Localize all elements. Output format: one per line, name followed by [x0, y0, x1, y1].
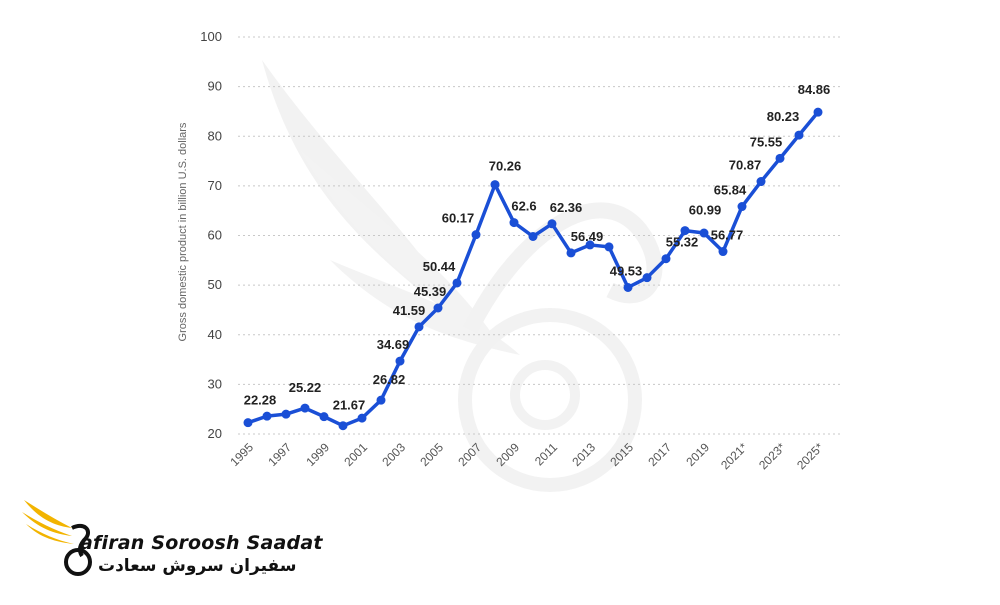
data-point — [661, 254, 671, 264]
y-tick-label: 50 — [208, 277, 222, 292]
data-label: 70.87 — [729, 158, 762, 173]
y-axis-label: Gross domestic product in billion U.S. d… — [177, 122, 189, 341]
data-point — [376, 395, 386, 405]
x-tick-label: 2003 — [379, 440, 408, 469]
y-tick-label: 60 — [208, 228, 222, 243]
x-tick-label: 1995 — [227, 440, 256, 469]
y-tick-label: 20 — [208, 426, 222, 441]
watermark-logo — [262, 60, 663, 492]
data-point — [357, 413, 367, 423]
data-point — [319, 412, 329, 422]
data-point — [300, 403, 310, 413]
x-tick-label: 2015 — [607, 440, 636, 469]
x-tick-label: 1997 — [265, 440, 294, 469]
data-label: 56.49 — [571, 229, 604, 244]
data-label: 60.99 — [689, 203, 722, 218]
data-point — [699, 228, 709, 238]
x-tick-label: 2021* — [718, 440, 750, 472]
wing-logo-icon — [22, 500, 92, 576]
y-tick-label: 40 — [208, 327, 222, 342]
data-point — [433, 303, 443, 313]
data-label: 56.77 — [711, 228, 744, 243]
brand-name-persian: سفیران سروش سعادت — [98, 556, 297, 576]
brand-name-english: afiran Soroosh Saadat — [80, 532, 323, 554]
data-point — [813, 107, 823, 117]
data-point — [262, 411, 272, 421]
data-label: 65.84 — [714, 183, 747, 198]
data-label: 49.53 — [610, 263, 643, 278]
data-label: 26.82 — [373, 372, 406, 387]
data-point — [566, 248, 576, 258]
data-label: 25.22 — [289, 380, 322, 395]
x-tick-label: 2019 — [683, 440, 712, 469]
data-point — [509, 218, 519, 228]
x-tick-label: 2005 — [417, 440, 446, 469]
x-tick-label: 2001 — [341, 440, 370, 469]
data-point — [547, 219, 557, 229]
data-label: 41.59 — [393, 303, 426, 318]
data-label: 70.26 — [489, 159, 522, 174]
data-label: 45.39 — [414, 284, 447, 299]
data-point — [623, 282, 633, 292]
data-label: 60.17 — [442, 211, 475, 226]
y-tick-label: 90 — [208, 79, 222, 94]
data-label: 62.6 — [511, 199, 536, 214]
data-label: 75.55 — [750, 134, 783, 149]
brand-logo — [20, 498, 92, 583]
data-label: 21.67 — [333, 398, 366, 413]
data-point — [452, 278, 462, 288]
y-tick-label: 100 — [200, 29, 222, 44]
y-tick-label: 80 — [208, 128, 222, 143]
data-label: 62.36 — [550, 200, 583, 215]
data-point — [281, 409, 291, 419]
data-point — [471, 230, 481, 240]
data-point — [528, 231, 538, 241]
x-tick-label: 2009 — [493, 440, 522, 469]
y-tick-label: 30 — [208, 376, 222, 391]
data-point — [756, 177, 766, 187]
data-label: 84.86 — [798, 82, 831, 97]
data-point — [680, 226, 690, 236]
data-label: 80.23 — [767, 109, 800, 124]
data-label: 50.44 — [423, 259, 456, 274]
data-label: 55.32 — [666, 235, 699, 250]
data-point — [490, 180, 500, 190]
data-label: 34.69 — [377, 337, 410, 352]
data-label: 22.28 — [244, 393, 277, 408]
data-point — [338, 421, 348, 431]
data-point — [604, 242, 614, 252]
data-point — [737, 202, 747, 212]
x-tick-label: 1999 — [303, 440, 332, 469]
y-tick-label: 70 — [208, 178, 222, 193]
data-point — [794, 130, 804, 140]
x-tick-label: 2011 — [532, 440, 560, 468]
data-point — [775, 153, 785, 163]
data-point — [642, 273, 652, 283]
data-point — [395, 356, 405, 366]
x-tick-label: 2017 — [645, 440, 674, 469]
x-tick-label: 2025* — [794, 440, 826, 472]
x-tick-label: 2023* — [756, 440, 788, 472]
data-point — [585, 240, 595, 250]
data-point — [243, 418, 253, 428]
data-point — [718, 247, 728, 257]
data-point — [414, 322, 424, 332]
